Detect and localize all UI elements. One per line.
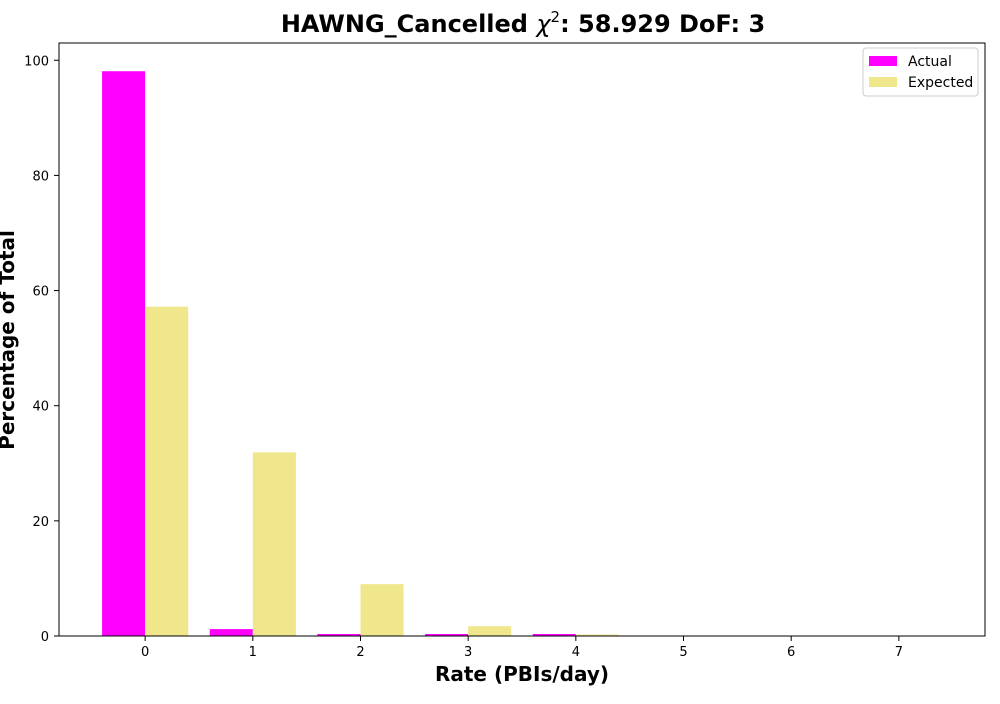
bars-group: [102, 71, 619, 636]
x-tick-label: 6: [787, 645, 795, 660]
bar-expected-3: [468, 626, 512, 636]
x-tick-label: 7: [895, 645, 903, 660]
title-suffix: : 58.929 DoF: 3: [560, 10, 765, 38]
x-tick-label: 3: [464, 645, 472, 660]
title-prefix: HAWNG_Cancelled: [281, 10, 537, 38]
bar-actual-4: [532, 633, 576, 636]
bar-actual-2: [317, 633, 361, 636]
bar-expected-1: [252, 452, 296, 636]
y-axis-label: Percentage of Total: [0, 230, 19, 450]
bar-expected-4: [575, 634, 619, 636]
bar-actual-0: [102, 71, 146, 636]
legend-swatch-actual: [869, 56, 897, 66]
plot-frame: [58, 42, 986, 637]
y-tick-label: 40: [32, 400, 49, 415]
x-tick-label: 5: [679, 645, 687, 660]
bar-expected-2: [360, 584, 404, 636]
bar-actual-3: [425, 633, 469, 636]
legend: Actual Expected: [862, 47, 979, 97]
legend-label-actual: Actual: [908, 54, 952, 70]
title-superscript: 2: [551, 8, 561, 26]
x-axis-ticks: 0 1 2 3 4 5 6 7: [141, 636, 903, 660]
x-axis-label: Rate (PBIs/day): [435, 662, 609, 686]
x-tick-label: 4: [572, 645, 580, 660]
x-tick-label: 1: [249, 645, 257, 660]
bar-expected-0: [145, 306, 189, 636]
y-tick-label: 0: [41, 630, 49, 645]
y-tick-label: 20: [32, 515, 49, 530]
y-tick-label: 80: [32, 169, 49, 184]
x-tick-label: 0: [141, 645, 149, 660]
y-tick-label: 60: [32, 285, 49, 300]
chart-title: HAWNG_Cancelled χ2: 58.929 DoF: 3: [281, 8, 765, 38]
title-symbol: χ: [534, 10, 551, 38]
y-tick-label: 100: [24, 54, 49, 69]
legend-label-expected: Expected: [908, 75, 973, 91]
x-tick-label: 2: [356, 645, 364, 660]
y-axis-ticks: 0 20 40 60 80 100: [24, 54, 59, 645]
legend-swatch-expected: [869, 77, 897, 87]
bar-actual-1: [209, 629, 253, 636]
